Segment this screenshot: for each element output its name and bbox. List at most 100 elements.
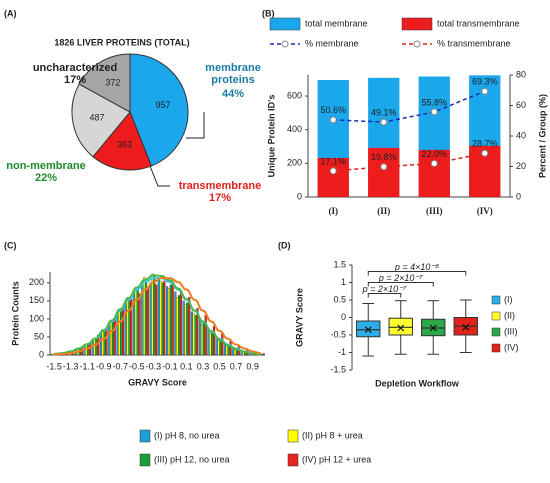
leader-line — [186, 112, 205, 139]
bar — [134, 288, 137, 356]
bar — [167, 288, 171, 356]
legend-label: % membrane — [305, 38, 359, 48]
data-label: 19.8% — [371, 152, 397, 162]
legend-label: % transmembrane — [437, 38, 511, 48]
line-point — [380, 163, 388, 171]
y-axis-label: GRAVY Score — [294, 288, 304, 347]
legend-label: (IV) pH 12 + urea — [302, 454, 371, 464]
x-tick-label: -0.5 — [129, 361, 145, 371]
fit-curve — [54, 274, 261, 356]
x-tick-label: 0.3 — [197, 361, 210, 371]
bar — [85, 344, 88, 356]
legend-label: total membrane — [305, 18, 368, 28]
bar — [103, 330, 106, 356]
line — [333, 90, 486, 123]
bar — [124, 301, 127, 356]
bar — [234, 349, 237, 356]
legend-swatch — [401, 17, 433, 31]
line-point — [481, 149, 489, 157]
bar — [52, 353, 55, 356]
data-label: 28.7% — [472, 139, 498, 149]
x-tick-label: -0.1 — [162, 361, 178, 371]
bar — [200, 324, 204, 356]
y-axis-label: Percent / Group (%) — [537, 94, 547, 178]
y-axis-label: Protein Counts — [10, 281, 20, 346]
slice-label: non-membrane — [6, 160, 86, 172]
y-tick-label: 600 — [287, 90, 302, 100]
data-label: 55.8% — [421, 97, 447, 107]
bar — [209, 333, 212, 356]
bar — [188, 297, 191, 356]
y-tick-label: 100 — [29, 313, 44, 323]
legend-swatch — [269, 17, 301, 31]
slice-count: 957 — [156, 100, 171, 110]
y-axis-label: Unique Protein ID's — [266, 95, 276, 178]
bar — [260, 354, 263, 356]
y-tick-label: 40 — [516, 130, 526, 140]
bar — [110, 320, 113, 356]
y-tick-label: 0 — [297, 191, 302, 201]
bar — [157, 279, 160, 356]
bar — [219, 338, 222, 356]
bar — [144, 280, 148, 356]
line-point — [481, 87, 489, 95]
bar — [118, 309, 121, 356]
legend-label: (IV) — [504, 342, 519, 352]
bar — [178, 295, 181, 356]
line-point — [430, 108, 438, 116]
y-tick-label: 0 — [516, 191, 521, 201]
significance-bracket — [367, 293, 402, 298]
bar — [159, 280, 162, 356]
data-label: 69.3% — [472, 77, 498, 87]
data-label: 49.1% — [371, 107, 397, 117]
y-tick-label: -1.5 — [330, 364, 346, 374]
x-tick-label: 0.7 — [230, 361, 243, 371]
data-label: 22.0% — [421, 149, 447, 159]
bar — [153, 275, 156, 356]
bar — [146, 288, 149, 356]
bar — [174, 291, 177, 356]
significance-bracket — [367, 271, 467, 276]
slice-label: uncharacterized — [32, 62, 118, 74]
bar — [368, 147, 400, 197]
legend-label: (I) — [504, 294, 513, 304]
y-tick-label: 80 — [516, 69, 526, 79]
leader-line — [149, 165, 170, 187]
bar — [149, 282, 152, 356]
pie-slice — [129, 53, 189, 167]
legend-swatch — [491, 343, 501, 353]
fit-curve — [54, 277, 261, 356]
mean-marker — [462, 323, 470, 331]
slice-percent: 44% — [221, 88, 245, 100]
legend-swatch — [139, 453, 151, 467]
bar — [93, 338, 96, 356]
y-tick-label: 0.5 — [333, 294, 346, 304]
y-tick-label: 200 — [29, 277, 44, 287]
x-tick-label: 0.1 — [180, 361, 193, 371]
legend-label: (III) pH 12, no urea — [154, 454, 230, 464]
x-tick-label: -1.5 — [46, 361, 62, 371]
annotation: p = 2×10⁻⁷ — [362, 284, 407, 294]
legend-swatch — [281, 40, 289, 48]
line — [333, 152, 485, 172]
data-label: 17.1% — [320, 156, 346, 166]
pie-slice — [71, 83, 131, 158]
bar — [207, 329, 210, 356]
slice-percent: 22% — [34, 172, 58, 184]
y-tick-label: 0 — [341, 312, 346, 322]
bar — [111, 321, 115, 356]
legend-label: total transmembrane — [437, 18, 520, 28]
y-tick-label: 150 — [29, 295, 44, 305]
y-tick-label: -0.5 — [330, 329, 346, 339]
bar — [212, 325, 216, 356]
legend-swatch — [139, 429, 151, 443]
bar — [192, 313, 195, 356]
y-tick-label: 1 — [341, 277, 346, 287]
pie-slice — [92, 111, 153, 171]
bar — [225, 345, 228, 356]
y-tick-label: 0 — [39, 349, 44, 359]
x-axis-label: Depletion Workflow — [375, 378, 460, 388]
bar — [221, 333, 224, 356]
line-point — [430, 159, 438, 167]
